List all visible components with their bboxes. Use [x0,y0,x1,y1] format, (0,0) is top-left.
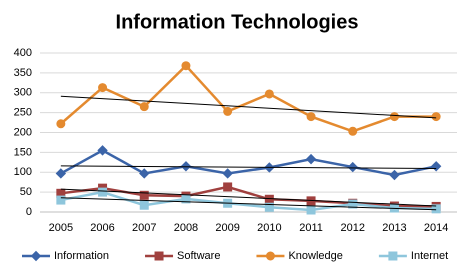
marker [56,119,66,129]
marker [306,205,316,215]
marker [348,126,358,136]
marker [431,112,441,122]
marker [348,199,358,209]
y-tick-label: 350 [14,67,32,79]
x-tick-label: 2010 [257,222,281,234]
legend-item: Internet [378,250,448,262]
marker [98,187,108,197]
chart-title: Information Technologies [116,11,359,33]
y-tick-label: 200 [14,126,32,138]
marker [264,194,274,204]
marker [347,161,358,173]
marker [139,190,149,200]
x-tick-label: 2007 [132,222,156,234]
marker [98,83,108,93]
marker [264,89,274,99]
marker [55,168,67,179]
marker [154,251,164,261]
series-line [60,148,437,177]
trend-line [60,188,437,207]
marker [306,112,316,122]
series-line [60,190,437,212]
legend-label: Software [177,250,220,262]
series-line [60,63,437,133]
y-tick-label: 250 [14,107,32,119]
trend-line [60,95,437,119]
marker [139,102,149,112]
marker [305,153,317,165]
legend-label: Internet [411,250,448,262]
legend-item: Information [22,250,109,262]
x-tick-label: 2014 [424,222,448,234]
marker [265,251,275,261]
trend-line [60,197,437,211]
y-tick-label: 400 [14,47,32,59]
y-tick-label: 50 [20,186,32,198]
y-tick-label: 300 [14,87,32,99]
y-tick-label: 0 [26,206,32,218]
marker [431,204,441,214]
y-tick-label: 100 [14,166,32,178]
marker [264,202,274,212]
marker [56,195,66,205]
x-tick-label: 2006 [90,222,114,234]
marker [30,250,42,262]
legend-label: Information [54,250,109,262]
x-tick-label: 2008 [174,222,198,234]
x-tick-label: 2009 [215,222,239,234]
x-tick-label: 2011 [299,222,323,234]
x-tick-label: 2012 [341,222,365,234]
y-tick-label: 150 [14,146,32,158]
marker [139,200,149,210]
marker [223,182,233,192]
marker [222,168,233,179]
x-tick-label: 2013 [382,222,406,234]
trend-line [60,165,437,170]
marker [430,161,442,172]
legend-label: Knowledge [288,250,342,262]
marker [139,168,150,179]
marker [389,112,399,122]
marker [223,106,233,116]
marker [97,145,108,156]
legend-item: Knowledge [256,250,343,262]
legend-item: Software [145,250,220,262]
marker [181,61,191,71]
marker [388,251,398,261]
x-tick-label: 2005 [49,222,73,234]
marker [389,169,400,181]
